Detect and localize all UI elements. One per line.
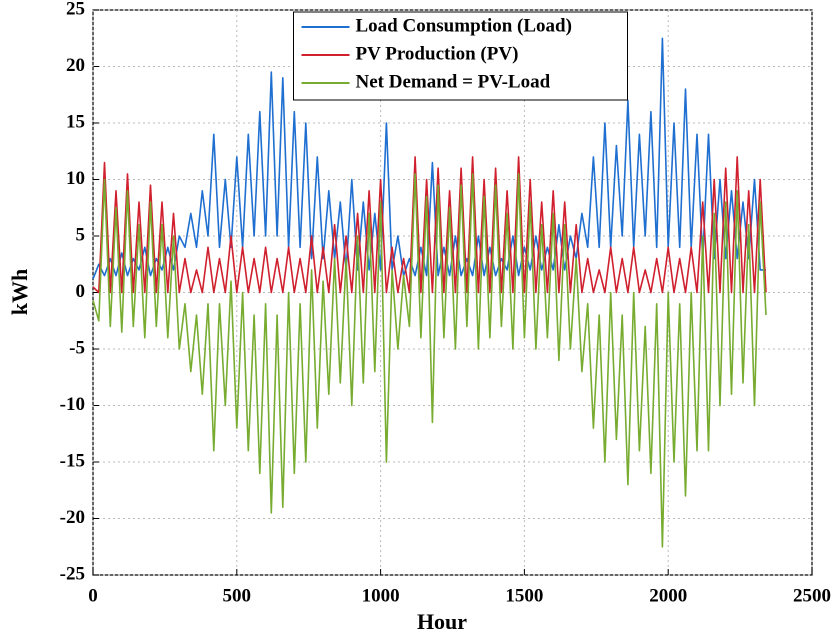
y-tick-label: 20 bbox=[66, 55, 85, 76]
x-tick-label: 2500 bbox=[793, 585, 831, 606]
series-line bbox=[92, 173, 767, 548]
legend-label: Net Demand = PV-Load bbox=[356, 71, 551, 92]
series-line bbox=[92, 156, 767, 294]
y-tick-label: 15 bbox=[66, 111, 85, 132]
y-tick-label: -10 bbox=[60, 394, 85, 415]
series-line bbox=[92, 37, 766, 280]
x-tick-label: 1500 bbox=[505, 585, 543, 606]
y-tick-label: -5 bbox=[69, 337, 85, 358]
y-tick-label: -25 bbox=[60, 563, 85, 584]
y-tick-label: 0 bbox=[76, 281, 86, 302]
y-tick-label: 5 bbox=[76, 224, 86, 245]
y-axis-label: kWh bbox=[7, 269, 32, 315]
legend-label: PV Production (PV) bbox=[356, 43, 519, 64]
legend-label: Load Consumption (Load) bbox=[356, 15, 572, 36]
x-tick-label: 500 bbox=[223, 585, 252, 606]
y-tick-label: 25 bbox=[66, 0, 85, 19]
x-axis-label: Hour bbox=[417, 609, 467, 634]
x-tick-label: 2000 bbox=[649, 585, 687, 606]
y-tick-label: 10 bbox=[66, 168, 85, 189]
y-tick-label: -15 bbox=[60, 450, 85, 471]
x-tick-label: 0 bbox=[88, 585, 98, 606]
x-tick-label: 1000 bbox=[362, 585, 400, 606]
y-tick-label: -20 bbox=[60, 507, 85, 528]
